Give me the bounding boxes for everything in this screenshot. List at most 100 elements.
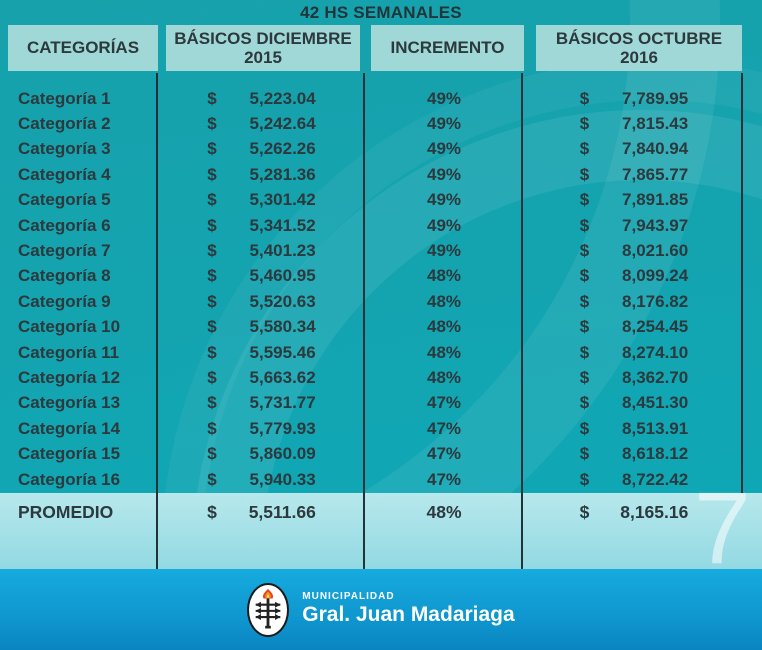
dec2015-cell: $5,341.52	[158, 216, 365, 236]
dec2015-cell: $5,520.63	[158, 292, 365, 312]
table-row: Categoría 12 $5,663.62 48% $8,362.70	[0, 365, 745, 390]
currency-symbol: $	[207, 502, 217, 523]
currency-symbol: $	[579, 215, 590, 235]
incremento-cell: 48%	[426, 367, 462, 387]
currency-symbol: $	[579, 317, 590, 337]
currency-symbol: $	[579, 367, 590, 387]
oct2016-cell: $8,099.24	[523, 266, 745, 286]
oct2016-cell-amount: 8,451.30	[622, 393, 689, 413]
oct2016-cell-amount: 8,513.91	[622, 418, 689, 438]
oct2016-cell-amount: 8,176.82	[622, 291, 689, 311]
table-title: 42 HS SEMANALES	[300, 3, 462, 22]
dec2015-cell-amount: 5,301.42	[249, 190, 316, 210]
table-row: Categoría 7 $5,401.23 49% $8,021.60	[0, 238, 745, 263]
incremento-cell: 48%	[426, 291, 462, 311]
table-row: Categoría 9 $5,520.63 48% $8,176.82	[0, 289, 745, 314]
table-row: Categoría 10 $5,580.34 48% $8,254.45	[0, 315, 745, 340]
dec2015-cell-amount: 5,341.52	[249, 215, 316, 235]
category-cell: Categoría 2	[18, 114, 111, 134]
incremento-cell: 49%	[426, 190, 462, 210]
currency-symbol: $	[207, 88, 217, 108]
category-cell: Categoría 11	[18, 342, 120, 362]
incremento-cell: 49%	[426, 139, 462, 159]
dec2015-cell: $5,401.23	[158, 241, 365, 261]
oct2016-cell-amount: 8,099.24	[622, 266, 689, 286]
category-cell: Categoría 10	[18, 317, 121, 337]
summary-dec2015-amount: 5,511.66	[248, 502, 316, 523]
currency-symbol: $	[579, 88, 590, 108]
currency-symbol: $	[207, 291, 217, 311]
category-cell: Categoría 13	[18, 393, 121, 413]
column-header-basicos-octubre-2016: BÁSICOS OCTUBRE 2016	[536, 25, 742, 71]
currency-symbol: $	[579, 164, 590, 184]
incremento-cell: 47%	[426, 393, 462, 413]
oct2016-cell: $8,362.70	[523, 368, 745, 388]
dec2015-cell: $5,595.46	[158, 343, 365, 363]
dec2015-cell: $5,580.34	[158, 317, 365, 337]
table-row: Categoría 4 $5,281.36 49% $7,865.77	[0, 162, 745, 187]
oct2016-cell: $8,722.42	[523, 470, 745, 490]
currency-symbol: $	[207, 469, 217, 489]
currency-symbol: $	[579, 393, 590, 413]
currency-symbol: $	[207, 139, 217, 159]
category-cell: Categoría 3	[18, 139, 111, 159]
currency-symbol: $	[207, 190, 217, 210]
category-cell: Categoría 8	[18, 266, 111, 286]
table-row: Categoría 1 $5,223.04 49% $7,789.95	[0, 86, 745, 111]
dec2015-cell-amount: 5,940.33	[249, 469, 316, 489]
currency-symbol: $	[579, 418, 590, 438]
table-row: Categoría 5 $5,301.42 49% $7,891.85	[0, 188, 745, 213]
oct2016-cell: $8,176.82	[523, 292, 745, 312]
summary-incremento: 48%	[426, 502, 462, 523]
table-row: Categoría 6 $5,341.52 49% $7,943.97	[0, 213, 745, 238]
currency-symbol: $	[579, 469, 590, 489]
table-row: Categoría 8 $5,460.95 48% $8,099.24	[0, 264, 745, 289]
dec2015-cell-amount: 5,401.23	[249, 241, 316, 261]
dec2015-cell: $5,242.64	[158, 114, 365, 134]
currency-symbol: $	[207, 164, 217, 184]
page-number-watermark: 7	[694, 471, 751, 585]
table-row: Categoría 15 $5,860.09 47% $8,618.12	[0, 441, 745, 466]
category-cell: Categoría 5	[18, 190, 111, 210]
table-row: Categoría 3 $5,262.26 49% $7,840.94	[0, 137, 745, 162]
dec2015-cell-amount: 5,731.77	[249, 393, 316, 413]
municipality-label: MUNICIPALIDAD	[302, 591, 395, 603]
column-divider	[521, 73, 523, 569]
currency-symbol: $	[579, 241, 590, 261]
incremento-cell: 47%	[426, 418, 462, 438]
oct2016-cell: $7,891.85	[523, 190, 745, 210]
table-row: Categoría 14 $5,779.93 47% $8,513.91	[0, 416, 745, 441]
dec2015-cell: $5,940.33	[158, 470, 365, 490]
summary-oct2016: $ 8,165.16	[523, 502, 745, 523]
column-header-incremento: INCREMENTO	[371, 25, 524, 71]
oct2016-cell-amount: 7,943.97	[622, 215, 689, 235]
currency-symbol: $	[579, 114, 590, 134]
oct2016-cell-amount: 7,815.43	[622, 114, 689, 134]
currency-symbol: $	[207, 317, 217, 337]
dec2015-cell-amount: 5,281.36	[249, 164, 316, 184]
category-cell: Categoría 1	[18, 88, 111, 108]
municipality-name: MUNICIPALIDAD Gral. Juan Madariaga	[302, 591, 514, 627]
dec2015-cell: $5,731.77	[158, 393, 365, 413]
dec2015-cell-amount: 5,595.46	[249, 342, 316, 362]
footer: MUNICIPALIDAD Gral. Juan Madariaga	[0, 569, 762, 650]
incremento-cell: 48%	[426, 342, 462, 362]
municipality-logo: MUNICIPALIDAD Gral. Juan Madariaga	[247, 582, 515, 637]
summary-dec2015: $ 5,511.66	[158, 502, 365, 523]
category-cell: Categoría 15	[18, 444, 121, 464]
currency-symbol: $	[579, 139, 590, 159]
summary-row: PROMEDIO $ 5,511.66 48% $ 8,165.16	[0, 500, 762, 525]
table-body: Categoría 1 $5,223.04 49% $7,789.95 Categorí…	[0, 86, 745, 492]
table-row: Categoría 13 $5,731.77 47% $8,451.30	[0, 391, 745, 416]
category-cell: Categoría 4	[18, 164, 111, 184]
oct2016-cell-amount: 8,021.60	[622, 241, 689, 261]
dec2015-cell-amount: 5,779.93	[249, 418, 316, 438]
dec2015-cell-amount: 5,223.04	[249, 88, 316, 108]
dec2015-cell: $5,460.95	[158, 266, 365, 286]
table-row: Categoría 11 $5,595.46 48% $8,274.10	[0, 340, 745, 365]
currency-symbol: $	[207, 241, 217, 261]
column-header-basicos-diciembre-2015: BÁSICOS DICIEMBRE 2015	[166, 25, 360, 71]
oct2016-cell: $7,815.43	[523, 114, 745, 134]
incremento-cell: 47%	[426, 444, 462, 464]
